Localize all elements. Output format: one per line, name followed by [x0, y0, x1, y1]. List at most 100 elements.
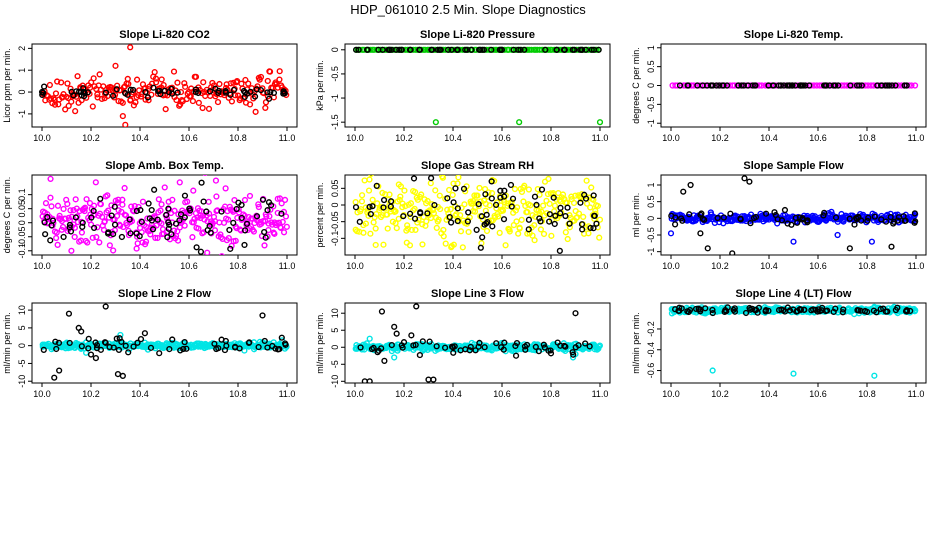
flagged-point: [148, 206, 155, 214]
flagged-outlier-point: [413, 303, 420, 310]
flagged-point: [147, 344, 155, 351]
outlier-point: [516, 119, 523, 126]
flagged-outlier-point: [381, 357, 388, 364]
data-point: [139, 198, 147, 205]
data-point: [114, 82, 121, 89]
data-point: [540, 230, 548, 238]
figure-title: HDP_061010 2.5 Min. Slope Diagnostics: [350, 2, 586, 17]
flagged-point: [508, 203, 515, 210]
x-tick-label: 11.0: [592, 133, 609, 143]
flagged-outlier-point: [119, 372, 126, 379]
x-tick-label: 10.2: [82, 389, 100, 399]
x-tick-label: 10.8: [542, 133, 560, 143]
flagged-point: [264, 207, 271, 214]
y-tick-label: 0.05: [17, 200, 27, 218]
y-tick-label: -0.1: [330, 231, 340, 247]
data-point: [105, 207, 112, 214]
flagged-point: [116, 335, 123, 342]
data-point: [731, 82, 738, 89]
flagged-point: [735, 82, 742, 89]
data-point: [527, 202, 534, 209]
data-point: [596, 342, 603, 349]
data-point: [280, 229, 288, 236]
flagged-point: [714, 214, 721, 222]
flagged-point: [110, 344, 117, 351]
flagged-point: [799, 215, 806, 222]
panel-4: Slope Amb. Box Temp. degrees C per min. 10…: [2, 160, 298, 271]
data-point: [369, 196, 376, 203]
data-point: [232, 237, 239, 244]
flagged-point: [853, 215, 860, 222]
data-point: [418, 191, 425, 198]
data-point: [70, 221, 77, 228]
y-tick-label: -1.5: [330, 114, 340, 130]
x-tick-label: 10.6: [493, 133, 511, 143]
flagged-point: [557, 210, 564, 217]
data-point: [92, 179, 99, 186]
flagged-point: [406, 210, 414, 217]
data-point: [174, 79, 181, 86]
data-point: [108, 84, 115, 91]
x-tick-label: 11.0: [592, 389, 609, 399]
flagged-point: [137, 206, 144, 214]
points-layer: [668, 303, 919, 379]
flagged-point: [200, 198, 207, 205]
flagged-point: [231, 344, 239, 351]
flagged-point: [562, 343, 569, 350]
flagged-point: [177, 211, 185, 218]
data-point: [476, 184, 483, 192]
data-point: [74, 73, 81, 80]
flagged-point: [151, 186, 158, 193]
data-point: [539, 202, 547, 209]
flagged-point: [752, 82, 759, 89]
data-point: [158, 201, 165, 208]
plot-frame: [344, 174, 611, 256]
y-tick-label: 0: [646, 216, 656, 221]
x-tick-label: 10.2: [395, 389, 413, 399]
flagged-point: [685, 82, 692, 89]
flagged-point: [60, 233, 67, 241]
y-tick-label: -0.5: [646, 227, 656, 243]
y-tick-label: -1: [330, 94, 340, 102]
data-point: [124, 75, 131, 83]
data-point: [133, 76, 141, 83]
data-point: [266, 68, 274, 75]
data-point: [145, 97, 152, 104]
flagged-point: [512, 352, 520, 359]
flagged-point: [479, 234, 486, 241]
flagged-point: [261, 228, 268, 236]
data-point: [122, 212, 130, 219]
flagged-point: [731, 305, 738, 312]
flagged-point: [541, 344, 548, 351]
y-tick-label: 0: [330, 345, 340, 350]
data-point: [277, 224, 284, 231]
flagged-point: [492, 201, 500, 208]
flagged-outlier-point: [259, 312, 266, 319]
data-point: [170, 68, 178, 75]
data-point: [419, 241, 426, 248]
flagged-point: [797, 82, 805, 89]
data-point: [570, 199, 578, 207]
data-point: [87, 221, 95, 228]
flagged-point: [41, 83, 48, 90]
data-point: [358, 192, 366, 199]
flagged-point: [144, 94, 152, 101]
flagged-point: [230, 86, 238, 94]
x-tick-label: 10.4: [444, 261, 462, 271]
flagged-point: [802, 82, 809, 89]
data-point: [213, 193, 220, 200]
flagged-point: [278, 334, 285, 341]
data-point: [499, 207, 507, 214]
flagged-point: [426, 338, 433, 345]
flagged-point: [864, 308, 871, 315]
data-point: [72, 196, 79, 203]
flagged-point: [846, 215, 853, 222]
flagged-point: [858, 82, 865, 89]
data-point: [98, 95, 105, 102]
y-tick-label: -1: [646, 248, 656, 256]
data-point: [682, 82, 689, 89]
flagged-point: [851, 221, 858, 228]
flagged-point: [586, 343, 593, 350]
data-point: [47, 175, 54, 182]
flagged-point: [488, 46, 495, 53]
